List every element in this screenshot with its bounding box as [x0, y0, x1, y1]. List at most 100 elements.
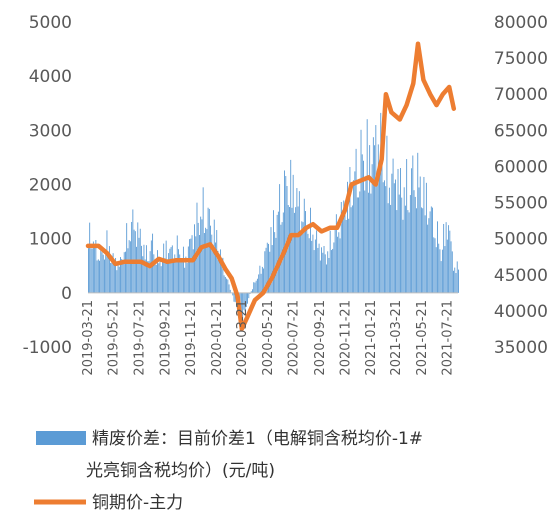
bar	[200, 216, 202, 293]
bar	[199, 234, 200, 293]
bar	[430, 206, 432, 293]
bar	[454, 267, 456, 293]
bar	[155, 264, 157, 293]
bar	[316, 230, 318, 293]
bar	[387, 203, 389, 293]
bar	[363, 160, 364, 293]
bar	[269, 251, 271, 293]
bar	[284, 170, 285, 293]
bar	[455, 273, 457, 293]
bar	[147, 261, 149, 293]
bar	[171, 245, 173, 293]
bar	[448, 225, 450, 293]
bar	[408, 212, 410, 293]
bar	[148, 261, 150, 293]
bar	[207, 207, 209, 293]
bar	[178, 249, 179, 293]
bar	[291, 207, 293, 293]
bar	[253, 282, 255, 293]
bar	[364, 190, 366, 293]
y-left-tick-label: 0	[61, 284, 72, 304]
bar	[428, 218, 430, 293]
bar	[321, 247, 322, 293]
line-series	[85, 41, 457, 332]
bar	[365, 175, 367, 293]
bar	[187, 246, 189, 293]
bar	[379, 165, 380, 293]
bar	[222, 257, 224, 293]
x-tick-label: 2021-05-21	[415, 300, 430, 376]
bar	[450, 241, 452, 293]
bar	[229, 289, 231, 293]
bar	[449, 230, 451, 293]
bar	[189, 239, 191, 293]
x-tick-label: 2019-07-21	[132, 300, 147, 376]
bar	[121, 258, 123, 293]
bar	[303, 198, 305, 293]
y-left-tick-label: 1000	[29, 230, 72, 250]
bar	[242, 292, 244, 324]
bar	[422, 208, 424, 293]
bar	[216, 230, 218, 293]
y-right-tick-label: 75000	[494, 49, 548, 69]
x-tick-label: 2020-01-21	[210, 300, 225, 376]
bar	[206, 229, 208, 293]
bar	[446, 239, 448, 293]
bar	[402, 219, 404, 293]
bar	[211, 234, 213, 293]
bar	[201, 219, 203, 293]
bar	[122, 262, 124, 293]
bar	[411, 168, 413, 293]
bar	[404, 205, 406, 293]
bar	[221, 262, 223, 293]
bar	[425, 182, 427, 293]
legend: 精废价差：目前价差1（电解铜含税均价-1# 光亮铜含税均价）(元/吨) 铜期价-…	[34, 429, 423, 513]
bar	[227, 279, 229, 293]
y-right-tick-label: 55000	[494, 194, 548, 214]
bar	[186, 263, 188, 293]
bar	[318, 243, 320, 293]
bar	[202, 187, 204, 293]
bar	[99, 260, 100, 293]
bar	[126, 223, 128, 293]
y-left-tick-label: 2000	[29, 176, 72, 196]
x-tick-label: 2019-09-21	[159, 300, 174, 376]
bar	[353, 180, 355, 293]
bar	[89, 222, 91, 293]
bar	[298, 191, 300, 293]
bar	[141, 245, 142, 293]
x-tick-label: 2019-03-21	[81, 300, 96, 376]
bar	[261, 266, 263, 293]
bar	[330, 250, 332, 293]
bar	[311, 240, 313, 293]
bar	[142, 256, 144, 293]
bar	[117, 262, 119, 293]
bar	[396, 210, 398, 293]
bar	[212, 244, 214, 293]
bar	[403, 187, 405, 293]
legend-bar-label-2: 光亮铜含税均价）(元/吨)	[86, 461, 275, 481]
y-right-tick-label: 80000	[494, 13, 548, 33]
bar	[367, 192, 369, 293]
bar	[224, 276, 226, 293]
bar	[369, 145, 371, 293]
bar	[254, 282, 256, 293]
bar	[250, 291, 252, 293]
bar	[153, 254, 155, 293]
bar	[380, 112, 382, 293]
bar	[192, 249, 194, 293]
bar	[256, 278, 258, 293]
bar	[416, 208, 417, 293]
bar	[112, 253, 114, 293]
bar	[136, 246, 137, 293]
bar	[456, 261, 458, 293]
bar	[375, 125, 377, 293]
bar	[223, 275, 225, 293]
bar	[377, 144, 379, 293]
bar	[417, 152, 419, 293]
x-tick-label: 2021-07-21	[440, 300, 455, 376]
bar	[120, 257, 121, 293]
bar	[338, 232, 340, 293]
bar	[305, 211, 306, 293]
bar	[424, 215, 426, 293]
